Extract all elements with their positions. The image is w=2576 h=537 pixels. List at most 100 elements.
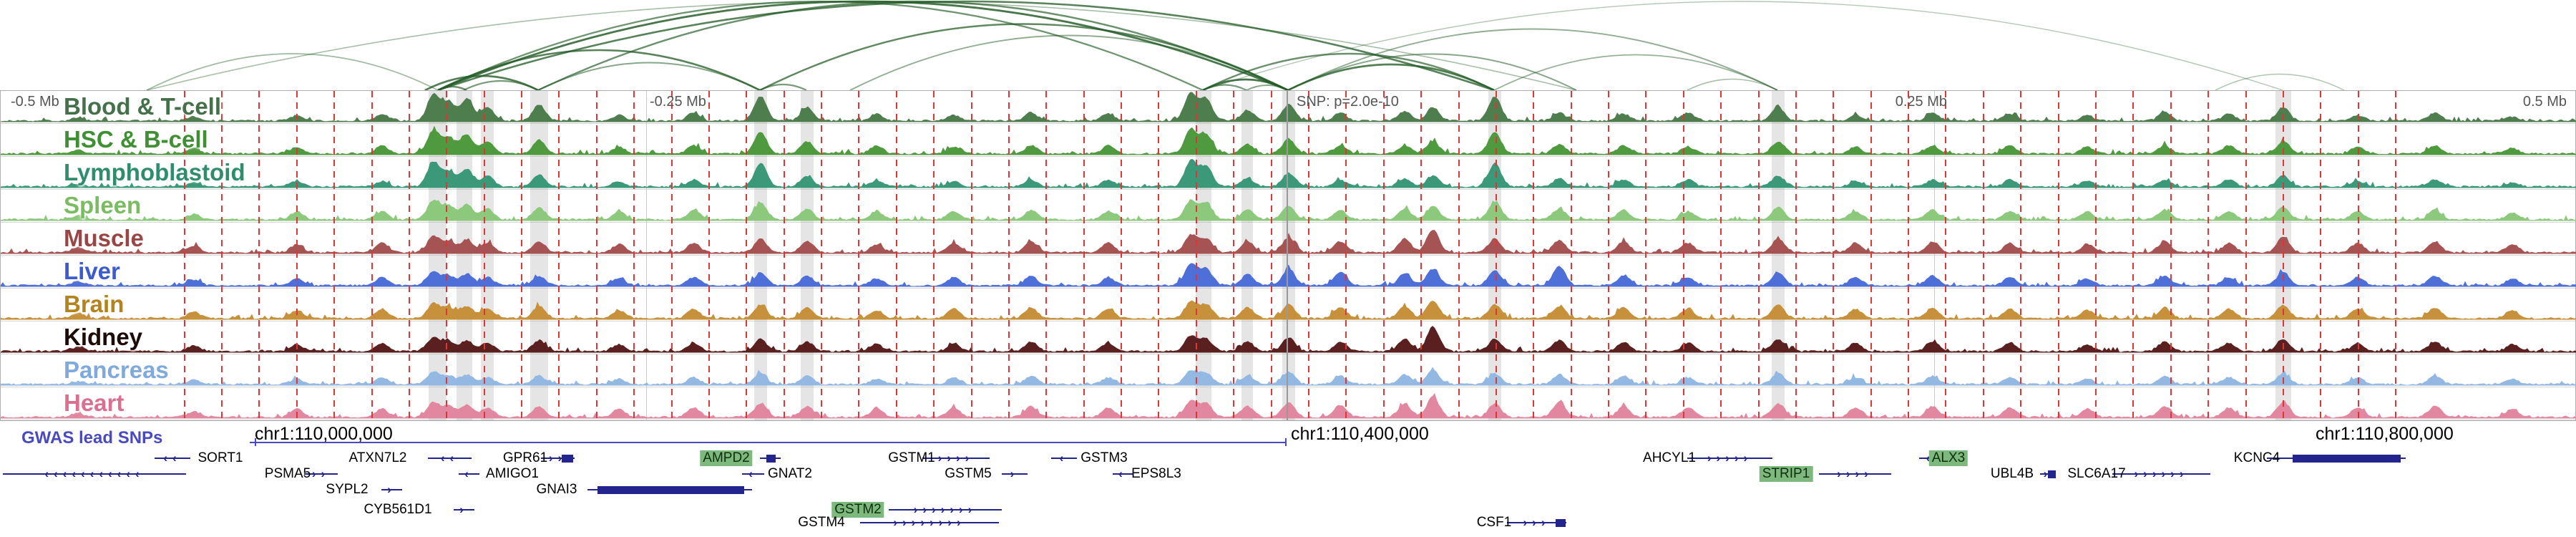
- gene-label-ampd2[interactable]: AMPD2: [700, 450, 753, 466]
- gene-amigo1[interactable]: ‹: [459, 468, 479, 480]
- gene-label-ahcyl1[interactable]: AHCYL1: [1643, 450, 1696, 465]
- interaction-arc[interactable]: [1493, 54, 1778, 91]
- snp-marker-line: [1945, 91, 1946, 420]
- gene-ahcyl1[interactable]: ›››››: [1687, 452, 1772, 465]
- gene-unnamed[interactable]: ‹‹‹‹‹‹‹‹‹‹‹: [3, 468, 186, 480]
- gene-exon-ubl4b[interactable]: [2048, 470, 2056, 478]
- gene-sypl2[interactable]: ›: [381, 483, 402, 496]
- gene-exon-ampd2[interactable]: [766, 455, 776, 463]
- gene-atxn7l2[interactable]: ‹‹: [428, 452, 472, 465]
- track-muscle[interactable]: Muscle: [1, 223, 2576, 256]
- interaction-arc[interactable]: [759, 23, 1289, 91]
- chromosome-coordinate: chr1:110,800,000: [2316, 424, 2454, 444]
- gene-label-amigo1[interactable]: AMIGO1: [486, 466, 539, 481]
- signal-area: [1, 125, 2576, 155]
- gene-exon-csf1[interactable]: [1556, 519, 1566, 527]
- gwas-snp-tick[interactable]: [255, 438, 256, 446]
- interaction-arc[interactable]: [1287, 63, 1495, 91]
- gene-eps8l3[interactable]: ‹: [1113, 468, 1133, 480]
- interaction-arc[interactable]: [1202, 52, 1495, 91]
- gene-gstm4[interactable]: ››››››››: [860, 516, 999, 529]
- gene-csf1[interactable]: ›››: [1507, 516, 1566, 529]
- interaction-arc[interactable]: [437, 0, 1495, 91]
- gene-label-gstm5[interactable]: GSTM5: [945, 466, 992, 481]
- gene-label-gstm1[interactable]: GSTM1: [888, 450, 935, 465]
- gene-label-strip1[interactable]: STRIP1: [1759, 466, 1813, 482]
- track-liver[interactable]: Liver: [1, 256, 2576, 289]
- interaction-arc[interactable]: [146, 53, 439, 91]
- gwas-snp-tick[interactable]: [1285, 438, 1287, 446]
- gene-sort1[interactable]: ‹‹: [155, 452, 190, 465]
- snp-marker-line: [1645, 91, 1646, 420]
- gene-label-ubl4b[interactable]: UBL4B: [1990, 466, 2034, 481]
- gene-label-alx3[interactable]: ALX3: [1928, 450, 1968, 466]
- gene-label-gstm4[interactable]: GSTM4: [798, 515, 845, 530]
- track-lymphoblastoid[interactable]: Lymphoblastoid: [1, 157, 2576, 190]
- highlight-region: [1772, 91, 1785, 420]
- gene-label-gnai3[interactable]: GNAI3: [536, 482, 577, 497]
- gene-cyb561d1[interactable]: ›: [454, 503, 474, 516]
- interaction-arc[interactable]: [1287, 28, 1778, 91]
- strand-direction-arrows: ›››››: [1707, 452, 1753, 465]
- gene-exon-gpr61[interactable]: [562, 455, 573, 463]
- interaction-arc[interactable]: [463, 80, 539, 91]
- track-label: Pancreas: [64, 357, 169, 383]
- track-spleen[interactable]: Spleen: [1, 190, 2576, 223]
- gene-psma5[interactable]: ››: [304, 468, 338, 480]
- interaction-arc[interactable]: [2215, 73, 2345, 91]
- track-kidney[interactable]: Kidney: [1, 321, 2576, 354]
- snp-marker-line: [558, 91, 560, 420]
- gene-label-sypl2[interactable]: SYPL2: [326, 482, 369, 497]
- snp-marker-line: [333, 91, 335, 420]
- interaction-arc[interactable]: [849, 34, 1289, 91]
- track-blood-t-cell[interactable]: Blood & T-cell: [1, 91, 2576, 124]
- track-brain[interactable]: Brain: [1, 289, 2576, 321]
- strand-direction-arrows: ›: [387, 483, 396, 496]
- snp-marker-line: [971, 91, 972, 420]
- snp-marker-line: [1496, 91, 1497, 420]
- gene-exon-gnai3[interactable]: [597, 486, 744, 494]
- interaction-arc[interactable]: [437, 0, 1204, 91]
- gene-label-slc6a17[interactable]: SLC6A17: [2067, 466, 2126, 481]
- interaction-arc[interactable]: [1287, 53, 1577, 91]
- gene-body-line: [3, 473, 186, 475]
- gene-label-psma5[interactable]: PSMA5: [264, 466, 311, 481]
- gene-gstm1[interactable]: ››››: [922, 452, 990, 465]
- track-hsc-b-cell[interactable]: HSC & B-cell: [1, 124, 2576, 157]
- signal-tracks-panel[interactable]: Blood & T-cell HSC & B-cell Lymphoblastoid…: [0, 90, 2576, 421]
- track-pancreas[interactable]: Pancreas: [1, 354, 2576, 387]
- snp-marker-line: [784, 91, 785, 420]
- snp-marker-line: [2170, 91, 2172, 420]
- scale-gridline: [1934, 91, 1935, 420]
- gene-gstm5[interactable]: ›: [1002, 468, 1028, 480]
- gene-body-line: [459, 473, 479, 475]
- gene-label-gnat2[interactable]: GNAT2: [768, 466, 812, 481]
- gene-slc6a17[interactable]: ››››››: [2112, 468, 2210, 480]
- snp-marker-line: [1795, 91, 1797, 420]
- gene-strip1[interactable]: ››››: [1819, 468, 1891, 480]
- gene-gstm2[interactable]: ›››››››: [889, 503, 1002, 516]
- gene-label-cyb561d1[interactable]: CYB561D1: [364, 502, 432, 517]
- gene-label-eps8l3[interactable]: EPS8L3: [1131, 466, 1181, 481]
- gene-gnat2[interactable]: ‹: [742, 468, 764, 480]
- gene-label-sort1[interactable]: SORT1: [197, 450, 243, 465]
- strand-direction-arrows: ›: [1010, 468, 1020, 480]
- gene-body-line: [454, 509, 474, 511]
- interaction-arc[interactable]: [537, 62, 761, 91]
- gene-exon-kcnc4[interactable]: [2293, 455, 2401, 463]
- signal-area: [1, 92, 2576, 122]
- gene-label-atxn7l2[interactable]: ATXN7L2: [348, 450, 407, 465]
- signal-area: [1, 158, 2576, 188]
- gene-label-csf1[interactable]: CSF1: [1476, 515, 1512, 530]
- gene-gpr61[interactable]: ››: [541, 452, 575, 465]
- strand-direction-arrows: ‹: [1059, 452, 1069, 465]
- gene-label-gstm3[interactable]: GSTM3: [1080, 450, 1128, 465]
- gene-label-kcnc4[interactable]: KCNC4: [2233, 450, 2280, 465]
- gene-gstm3[interactable]: ‹: [1051, 452, 1077, 465]
- track-heart[interactable]: Heart: [1, 387, 2576, 420]
- interaction-arc[interactable]: [1202, 1, 2283, 91]
- gene-label-gpr61[interactable]: GPR61: [502, 450, 548, 465]
- interaction-arc[interactable]: [1687, 78, 1778, 91]
- gene-label-gstm2[interactable]: GSTM2: [831, 502, 884, 518]
- interaction-arc[interactable]: [1246, 84, 1289, 91]
